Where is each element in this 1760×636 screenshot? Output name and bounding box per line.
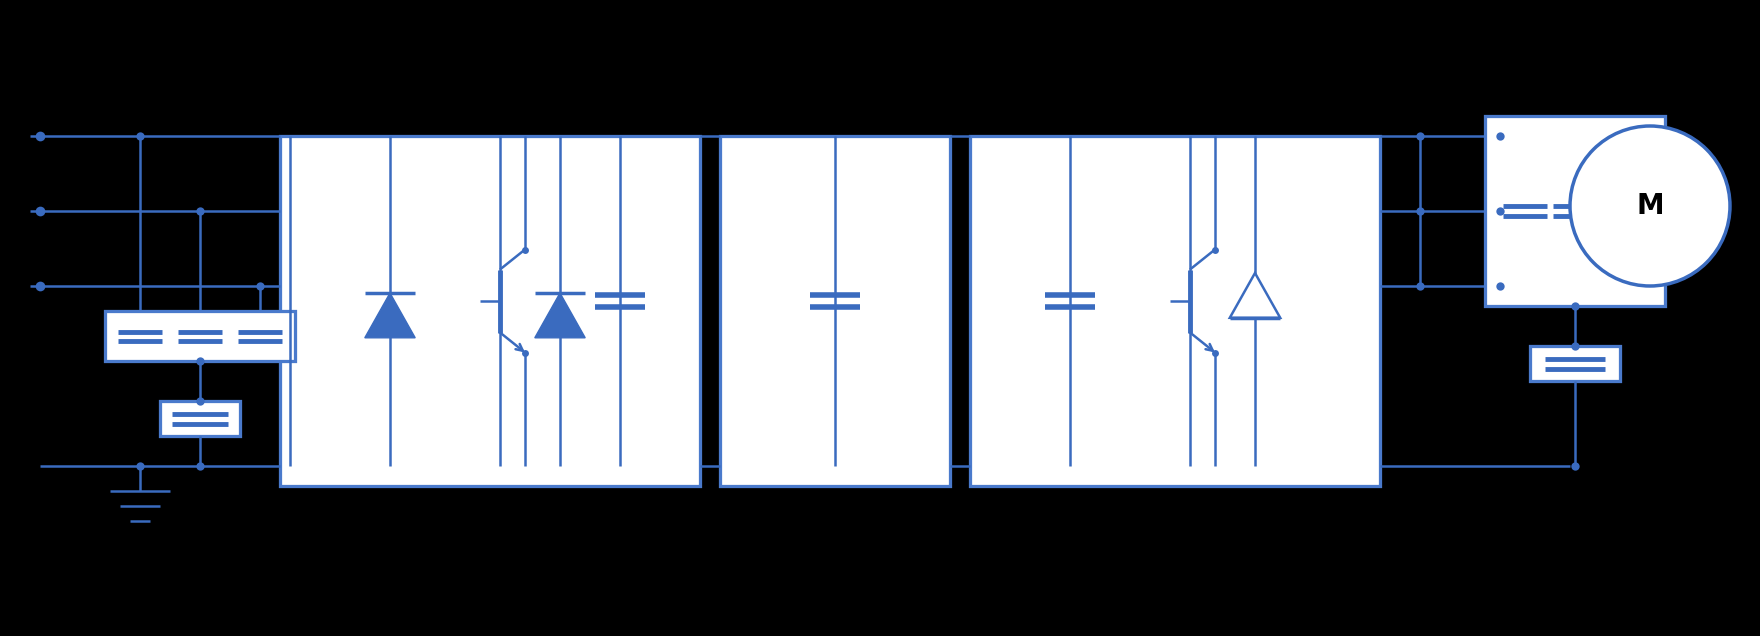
Bar xyxy=(1485,116,1665,306)
Bar xyxy=(160,401,239,436)
Text: ACDC
converter: ACDC converter xyxy=(444,59,537,101)
Text: M: M xyxy=(1637,192,1663,220)
Text: DCAC
inverter: DCAC inverter xyxy=(1137,59,1214,101)
Bar xyxy=(1529,346,1619,381)
Bar xyxy=(280,136,700,486)
Text: DC link: DC link xyxy=(801,82,869,101)
Bar xyxy=(106,311,296,361)
Bar xyxy=(970,136,1380,486)
Bar xyxy=(720,136,950,486)
Polygon shape xyxy=(535,293,584,338)
Polygon shape xyxy=(364,293,415,338)
Polygon shape xyxy=(1230,273,1280,318)
Circle shape xyxy=(1570,126,1730,286)
